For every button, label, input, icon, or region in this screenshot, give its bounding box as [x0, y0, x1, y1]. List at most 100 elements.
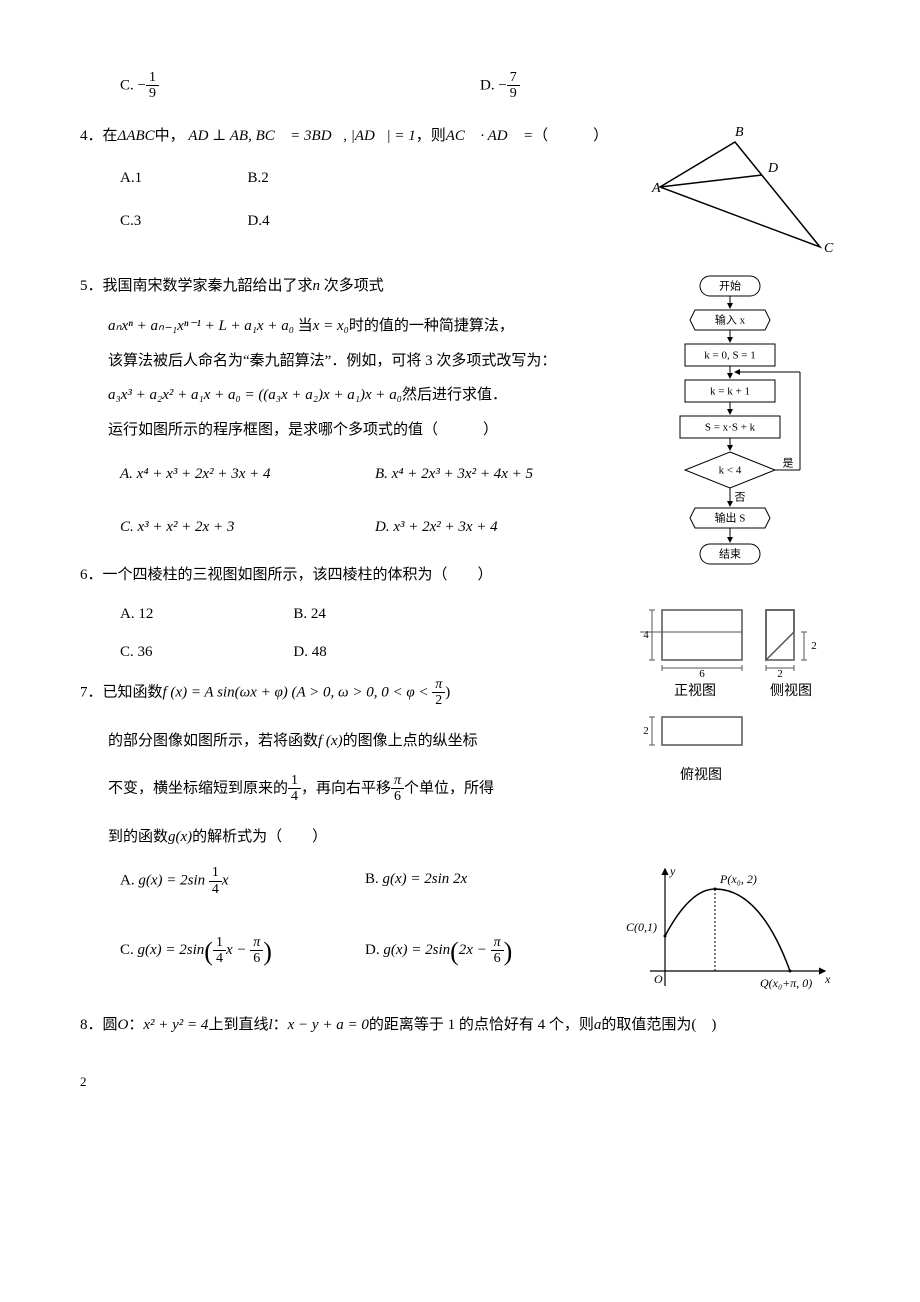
q7a-g: g(x) = 2sin: [138, 873, 205, 889]
q5-rw: a₃x³ + a₂x² + a₁x + a₀ = ((a₃x + a₂)x + …: [108, 387, 402, 403]
q7c-mid: x −: [226, 942, 250, 958]
q5-opt-a: A. x⁴ + x³ + 2x² + 3x + 4: [120, 460, 375, 489]
q7d-pre: D.: [365, 942, 383, 958]
q6-three-views: 4 6 正视图 2 2 侧视图: [640, 602, 840, 790]
dim-2b: 2: [777, 668, 783, 677]
flow-start: 开始: [719, 278, 741, 292]
q3c-den: 9: [146, 86, 159, 101]
pt-C: C(0,1): [626, 920, 657, 934]
q7-p6d: 6: [391, 789, 404, 804]
q4-t2: 中，: [155, 128, 189, 144]
q7-l3: 不变，横坐标缩短到原来的14，再向右平移π6个单位，所得: [80, 773, 630, 805]
q5-l4b: 然后进行求值．: [402, 387, 507, 403]
q6-opt-d: D. 48: [293, 638, 421, 667]
q5-l2b: 时的值的一种简捷算法，: [349, 318, 514, 334]
q4-opt-a: A.1: [120, 164, 248, 193]
q7-figure: y x O C(0,1) P(x₀, 2) Q(x₀+π, 0): [620, 861, 840, 1001]
q5-l2a: 当: [294, 318, 313, 334]
q8-c: 上到直线: [208, 1017, 268, 1033]
q7-l2b: 的图像上点的纵坐标: [343, 733, 478, 749]
pt-Q: Q(x₀+π, 0): [760, 976, 812, 990]
q7-pi2n: π: [432, 677, 445, 693]
q4-label-D: D: [767, 161, 778, 176]
q4-opt-b: B.2: [248, 164, 376, 193]
q8-eq2: x − y + a = 0: [288, 1017, 369, 1033]
flow-no: 否: [735, 491, 746, 503]
question-5: 5．我国南宋数学家秦九韶给出了求n 次多项式 aₙxⁿ + aₙ₋₁xⁿ⁻¹ +…: [80, 272, 630, 552]
q4-t3: ，则: [416, 128, 446, 144]
top-view: 2: [640, 711, 750, 761]
q7-l3b: ，再向右平移: [301, 780, 391, 796]
flow-cond: k < 4: [719, 464, 742, 476]
flow-yes: 是: [783, 456, 794, 469]
flow-end: 结束: [719, 547, 741, 560]
q7a-n: 1: [209, 865, 222, 881]
q5-l4: a₃x³ + a₂x² + a₁x + a₀ = ((a₃x + a₂)x + …: [80, 381, 630, 410]
q8-b: ：: [128, 1017, 143, 1033]
q7-p6n: π: [391, 773, 404, 789]
q3d-pre: D. −: [480, 77, 507, 93]
flow-out: 输出 S: [715, 510, 746, 524]
q4-opt-c: C.3: [120, 207, 248, 236]
q7d-rp: ): [504, 937, 513, 966]
q4-opt-d: D.4: [248, 207, 376, 236]
q5-l1: 5．我国南宋数学家秦九韶给出了求n 次多项式: [80, 272, 630, 301]
q5-l1b: 次多项式: [320, 278, 384, 294]
q7-l3a: 不变，横坐标缩短到原来的: [108, 780, 288, 796]
q5-poly: aₙxⁿ + aₙ₋₁xⁿ⁻¹ + L + a₁x + a₀: [108, 318, 294, 334]
q5-opt-c: C. x³ + x² + 2x + 3: [120, 513, 375, 542]
side-label: 侧视图: [756, 679, 826, 706]
side-view: 2 2: [756, 602, 826, 677]
q5-flowchart: 开始 输入 x k = 0, S = 1 k = k + 1 S = x·S +…: [640, 272, 820, 592]
q4-tri: ΔABC: [118, 128, 155, 144]
q7-gx: g(x): [168, 829, 192, 845]
question-6: 6．一个四棱柱的三视图如图所示，该四棱柱的体积为（ ） A. 12 B. 24 …: [80, 561, 630, 667]
q7d-pd: 6: [491, 951, 504, 966]
q7-opt-a: A. g(x) = 2sin 14x: [120, 865, 365, 897]
q7c-n: 1: [213, 935, 226, 951]
q8-eq1: x² + y² = 4: [143, 1017, 208, 1033]
q6-opt-c: C. 36: [120, 638, 293, 667]
front-label: 正视图: [640, 679, 750, 706]
q7c-pn: π: [250, 935, 263, 951]
q7c-d: 4: [213, 951, 226, 966]
front-view: 4 6: [640, 602, 750, 677]
q7-f14d: 4: [288, 789, 301, 804]
q3c-num: 1: [146, 70, 159, 86]
q7c-rp: ): [263, 937, 272, 966]
q4-paren: （ ）: [533, 128, 608, 144]
q5-l5: 运行如图所示的程序框图，是求哪个多项式的值（ ）: [80, 416, 630, 445]
q7-opt-d: D. g(x) = 2sin(2x − π6): [365, 927, 610, 976]
q7-l4: 到的函数g(x)的解析式为（ ）: [80, 823, 630, 852]
q3c-pre: C. −: [120, 77, 146, 93]
q3d-num: 7: [507, 70, 520, 86]
q6-opt-a: A. 12: [120, 600, 293, 629]
q7-l1a: 7．已知函数: [80, 684, 163, 700]
q4-t1: 4．在: [80, 128, 118, 144]
q3-options: C. −19 D. −79: [80, 70, 840, 112]
q8-e: 的距离等于 1 的点恰好有 4 个，则: [369, 1017, 594, 1033]
q4-expr: AC⃗ · AD⃗ =: [446, 128, 533, 144]
q7-l2a: 的部分图像如图所示，若将函数: [108, 733, 318, 749]
q3d-den: 9: [507, 86, 520, 101]
flow-inc: k = k + 1: [710, 385, 750, 397]
q7-f14n: 1: [288, 773, 301, 789]
q5-n: n: [313, 278, 321, 294]
q6-stem: 6．一个四棱柱的三视图如图所示，该四棱柱的体积为（ ）: [80, 561, 630, 590]
q8-a: 8．圆: [80, 1017, 118, 1033]
q7b-g: g(x) = 2sin 2x: [383, 871, 468, 887]
axis-x: x: [824, 972, 831, 986]
q7-pi2d: 2: [432, 693, 445, 708]
q7a-pre: A.: [120, 873, 138, 889]
q4-cond: AD ⊥ AB, BC⃗ = 3BD⃗, |AD⃗| = 1: [188, 128, 415, 144]
origin: O: [654, 972, 663, 986]
question-4: 4．在ΔABC中， AD ⊥ AB, BC⃗ = 3BD⃗, |AD⃗| = 1…: [80, 122, 840, 262]
q7c-g: g(x) = 2sin: [138, 942, 205, 958]
q6-opt-b: B. 24: [293, 600, 421, 629]
q5-opt-b: B. x⁴ + 2x³ + 3x² + 4x + 5: [375, 460, 630, 489]
dim-2c: 2: [643, 725, 649, 737]
pt-P: P(x₀, 2): [719, 872, 757, 886]
q7a-suf: x: [222, 873, 229, 889]
q7-l2: 的部分图像如图所示，若将函数f (x)的图像上点的纵坐标: [80, 727, 630, 756]
q7d-pn: π: [491, 935, 504, 951]
